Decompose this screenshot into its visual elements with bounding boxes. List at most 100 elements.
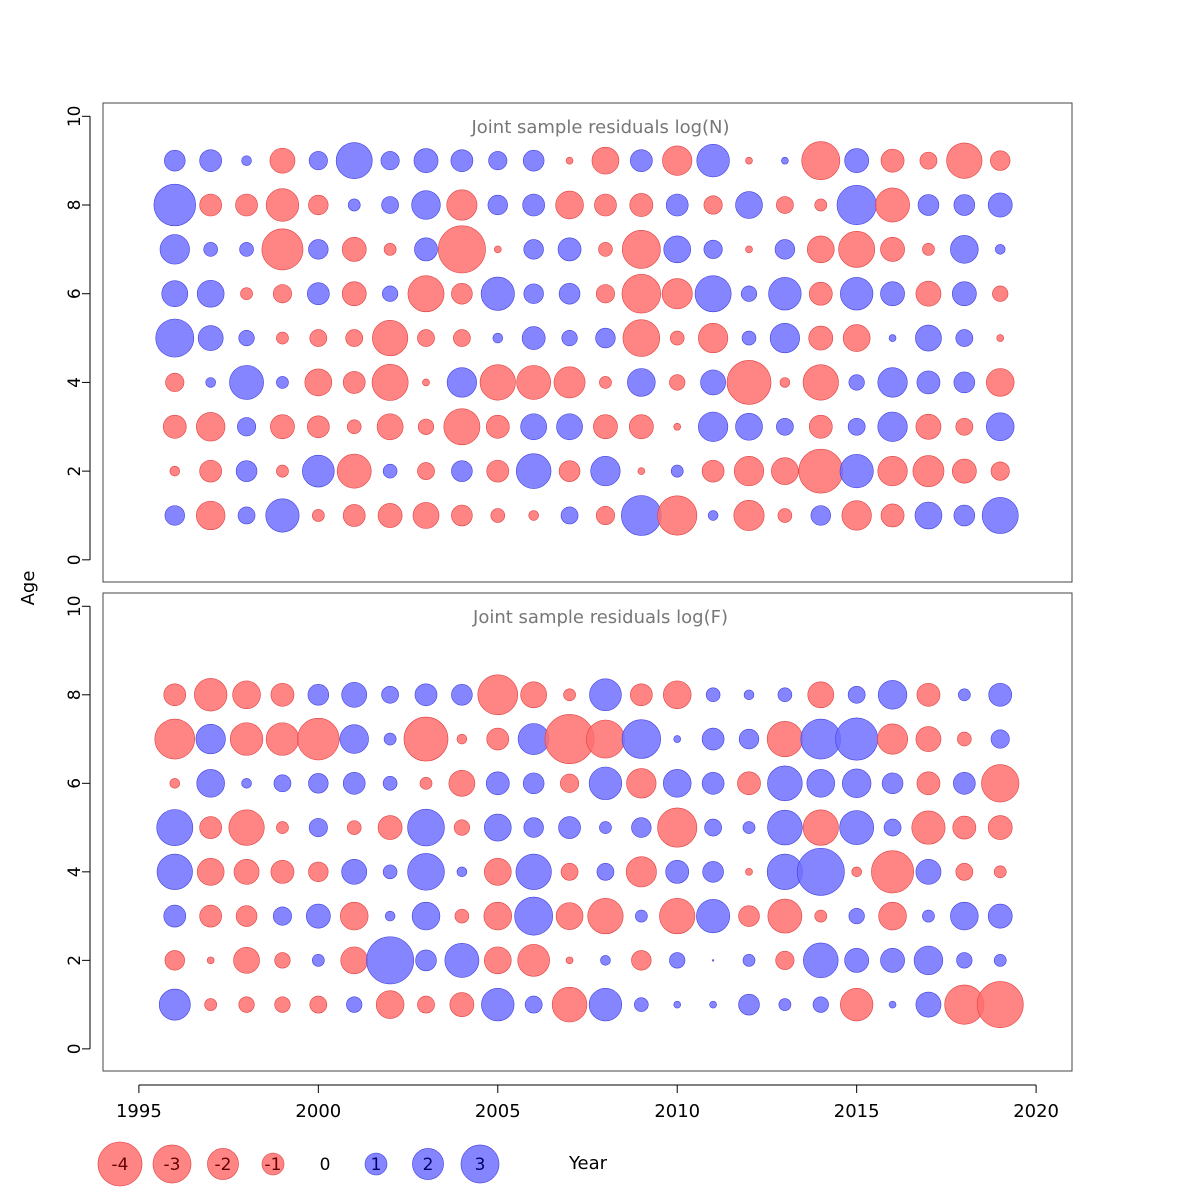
residual-bubble	[767, 898, 803, 934]
residual-bubble	[702, 861, 724, 883]
residual-bubble	[304, 368, 333, 397]
residual-bubble	[916, 771, 941, 796]
residual-bubble	[950, 901, 979, 931]
y-tick-label: 4	[65, 377, 85, 388]
y-tick-label: 4	[65, 866, 85, 877]
residual-bubble	[958, 688, 971, 702]
residual-bubble	[986, 368, 1015, 397]
residual-bubble	[451, 504, 473, 527]
residual-bubble	[308, 194, 329, 216]
residual-bubble	[199, 904, 222, 928]
residual-bubble	[955, 417, 974, 436]
residual-bubble	[745, 245, 753, 254]
residual-bubble	[738, 905, 760, 927]
residual-bubble	[336, 453, 372, 489]
residual-bubble	[877, 367, 908, 398]
residual-bubble	[159, 234, 190, 265]
residual-bubble	[698, 323, 729, 354]
residual-bubble	[625, 856, 657, 888]
x-tick-label: 2000	[295, 1101, 341, 1122]
residual-bubble	[558, 460, 581, 482]
residual-bubble	[414, 237, 438, 262]
residual-bubble	[276, 376, 289, 389]
residual-bubble	[382, 463, 398, 479]
panel-frame	[102, 592, 1073, 1072]
residual-bubble	[514, 896, 554, 936]
residual-bubble	[341, 858, 368, 885]
residual-bubble	[912, 455, 945, 487]
residual-bubble	[196, 858, 225, 886]
residual-bubble	[840, 987, 874, 1022]
residual-bubble	[456, 866, 468, 878]
residual-bubble	[594, 193, 617, 217]
residual-bubble	[169, 778, 180, 789]
residual-bubble	[888, 334, 897, 342]
residual-bubble	[312, 954, 325, 967]
residual-bubble	[596, 863, 615, 881]
residual-bubble	[800, 718, 842, 760]
panel-frame	[102, 102, 1073, 583]
residual-bubble	[199, 459, 222, 483]
residual-bubble	[798, 448, 844, 494]
residual-bubble	[622, 319, 661, 357]
residual-bubble	[443, 408, 481, 446]
residual-bubble	[634, 997, 649, 1012]
residual-bubble	[835, 717, 879, 761]
residual-bubble	[635, 909, 648, 923]
residual-bubble	[766, 721, 803, 758]
residual-bubble	[453, 329, 471, 347]
residual-bubble	[992, 285, 1009, 302]
residual-bubble	[738, 993, 760, 1016]
residual-bubble	[484, 858, 512, 886]
residual-bubble	[631, 817, 652, 838]
residual-bubble	[269, 147, 296, 174]
residual-bubble	[422, 378, 430, 387]
residual-bubble	[415, 949, 437, 972]
legend-bubble	[460, 1144, 500, 1184]
residual-bubble	[630, 149, 653, 172]
residual-bubble	[593, 414, 618, 440]
residual-bubble	[382, 776, 398, 791]
residual-bubble	[276, 464, 289, 478]
residual-bubble	[599, 821, 612, 834]
residual-bubble	[589, 678, 622, 712]
residual-bubble	[838, 230, 876, 268]
x-tick-label: 2005	[475, 1101, 521, 1122]
residual-bubble	[270, 859, 295, 884]
residual-bubble	[308, 773, 329, 794]
residual-bubble	[767, 809, 803, 846]
residual-bubble	[376, 413, 404, 441]
residual-bubble	[599, 376, 612, 389]
residual-bubble	[484, 946, 512, 975]
residual-bubble	[848, 374, 865, 391]
residual-bubble	[274, 952, 291, 969]
residual-bubble	[560, 863, 579, 881]
residual-bubble	[520, 413, 547, 441]
residual-bubble	[522, 193, 545, 217]
residual-bubble	[437, 225, 486, 274]
residual-bubble	[194, 678, 228, 712]
residual-bubble	[810, 505, 831, 526]
residual-bubble	[662, 145, 693, 176]
residual-bubble	[450, 149, 474, 172]
residual-bubble	[696, 144, 730, 178]
residual-bubble	[229, 722, 264, 756]
residual-bubble	[553, 366, 586, 399]
residual-bubble	[987, 192, 1013, 218]
legend-label: 2	[423, 1155, 434, 1175]
residual-bubble	[742, 954, 756, 967]
residual-bubble	[775, 950, 795, 970]
residual-bubble	[953, 504, 976, 527]
residual-bubble	[777, 508, 793, 523]
residual-bubble	[523, 283, 544, 304]
residual-bubble	[196, 412, 226, 442]
residual-bubble	[238, 996, 255, 1013]
residual-bubble	[767, 765, 803, 802]
residual-bubble	[345, 329, 364, 347]
residual-bubble	[847, 417, 866, 436]
residual-bubble	[774, 239, 796, 260]
residual-bubble	[196, 500, 226, 531]
residual-bubble	[204, 998, 217, 1011]
legend-bubble	[261, 1152, 285, 1176]
